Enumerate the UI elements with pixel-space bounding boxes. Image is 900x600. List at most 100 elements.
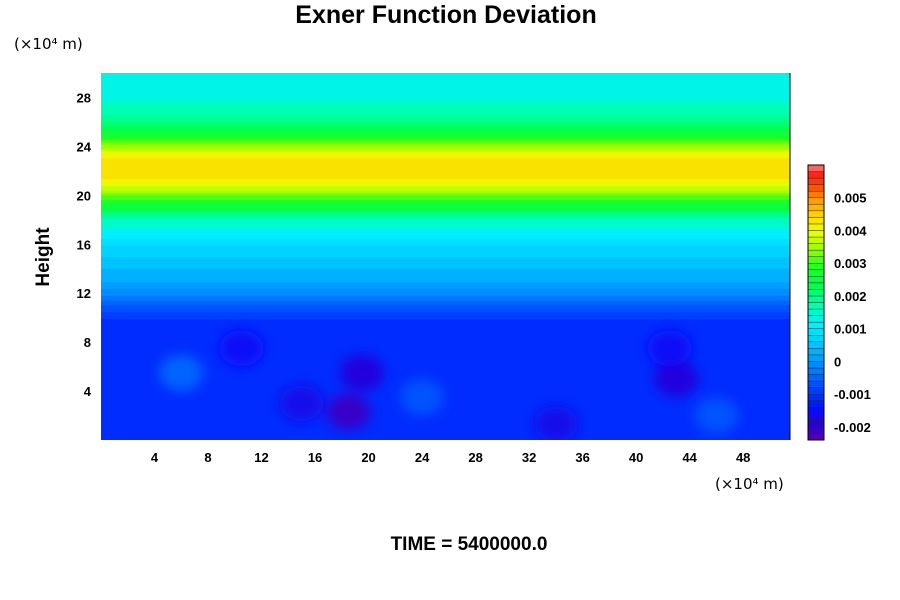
x-tick-label: 12 — [254, 450, 268, 465]
contour-band — [101, 75, 790, 79]
x-tick-label: 16 — [308, 450, 322, 465]
contour-band — [101, 371, 790, 375]
contour-band — [101, 270, 790, 274]
colorbar: -0.002 -0.001 0 0.001 0.002 0.003 0.004 0.005 — [807, 164, 871, 441]
colorbar-swatch — [807, 177, 825, 185]
colorbar-tick-label: 0.003 — [834, 256, 867, 271]
contour-band — [101, 222, 790, 225]
colorbar-swatch — [807, 223, 825, 231]
contour-band — [101, 105, 790, 109]
contour-band — [101, 272, 790, 276]
contour-band — [101, 396, 790, 400]
x-tick-label: 44 — [682, 450, 697, 465]
contour-band — [101, 155, 790, 159]
contour-band — [101, 228, 790, 232]
x-tick-label: 24 — [415, 450, 430, 465]
colorbar-tick-label: 0.001 — [834, 322, 867, 337]
colorbar-swatch — [807, 335, 825, 342]
contour-band — [101, 95, 790, 99]
contour-band — [101, 336, 790, 340]
contour-band — [101, 318, 790, 322]
colorbar-swatch — [807, 433, 825, 441]
contour-band — [101, 364, 790, 368]
x-tick-label: 20 — [361, 450, 375, 465]
contour-band — [101, 217, 790, 221]
contour-band — [101, 89, 790, 92]
contour-band — [101, 256, 790, 260]
contour-band — [101, 288, 790, 292]
colorbar-swatch — [807, 256, 825, 264]
chart-title: Exner Function Deviation — [295, 1, 596, 29]
colorbar-swatch — [807, 263, 825, 270]
contour-anomaly — [219, 330, 264, 367]
contour-band — [101, 380, 790, 384]
contour-band — [101, 73, 790, 76]
contour-band — [101, 382, 790, 386]
contour-band — [101, 137, 790, 141]
contour-band — [101, 290, 790, 294]
contour-band — [101, 417, 790, 420]
contour-band — [101, 93, 790, 97]
contour-band — [101, 185, 790, 189]
colorbar-swatch — [807, 204, 825, 212]
contour-band — [101, 362, 790, 365]
contour-band — [101, 82, 790, 86]
colorbar-swatch — [807, 230, 825, 238]
contour-band — [101, 206, 790, 209]
contour-band — [101, 201, 790, 205]
contour-anomaly — [279, 385, 324, 422]
contour-band — [101, 323, 790, 326]
contour-band — [101, 329, 790, 333]
contour-band — [101, 249, 790, 253]
y-axis-label: Height — [33, 227, 54, 287]
contour-band — [101, 423, 790, 427]
colorbar-swatch — [807, 407, 825, 415]
y-tick-label: 28 — [77, 90, 91, 105]
contour-band — [101, 107, 790, 111]
colorbar-swatch — [807, 420, 825, 428]
contour-band — [101, 231, 790, 235]
contour-band — [101, 343, 790, 347]
contour-band — [101, 100, 790, 104]
contour-band — [101, 199, 790, 203]
contour-band — [101, 171, 790, 175]
contour-band — [101, 91, 790, 95]
colorbar-tick-label: 0.004 — [834, 223, 867, 238]
contour-band — [101, 306, 790, 310]
contour-band — [101, 77, 790, 81]
contour-band — [101, 430, 790, 434]
contour-band — [101, 332, 790, 336]
contour-band — [101, 426, 790, 430]
colorbar-swatch — [807, 374, 825, 382]
contour-band — [101, 233, 790, 237]
x-tick-label: 48 — [736, 450, 750, 465]
contour-band — [101, 130, 790, 134]
colorbar-swatch — [807, 269, 825, 277]
contour-band — [101, 265, 790, 269]
colorbar-swatch — [807, 210, 825, 218]
contour-band — [101, 111, 790, 115]
colorbar-swatch — [807, 236, 825, 244]
x-tick-label: 4 — [151, 450, 159, 465]
contour-band — [101, 414, 790, 418]
contour-band — [101, 183, 790, 186]
y-tick-label: 8 — [84, 335, 91, 350]
contour-band — [101, 210, 790, 214]
contour-band — [101, 309, 790, 313]
contour-band — [101, 297, 790, 301]
colorbar-swatch — [807, 413, 825, 421]
contour-band — [101, 387, 790, 391]
y-axis-unit: (×10⁴ m) — [14, 35, 83, 53]
colorbar-swatch — [807, 387, 825, 395]
colorbar-swatch — [807, 184, 825, 192]
colorbar-tick-label: -0.001 — [834, 387, 871, 402]
colorbar-swatch — [807, 295, 825, 303]
colorbar-swatch — [807, 190, 825, 198]
contour-band — [101, 279, 790, 283]
contour-band — [101, 359, 790, 363]
contour-band — [101, 261, 790, 264]
colorbar-tick-label: -0.002 — [834, 420, 871, 435]
contour-band — [101, 405, 790, 409]
contour-band — [101, 300, 790, 303]
